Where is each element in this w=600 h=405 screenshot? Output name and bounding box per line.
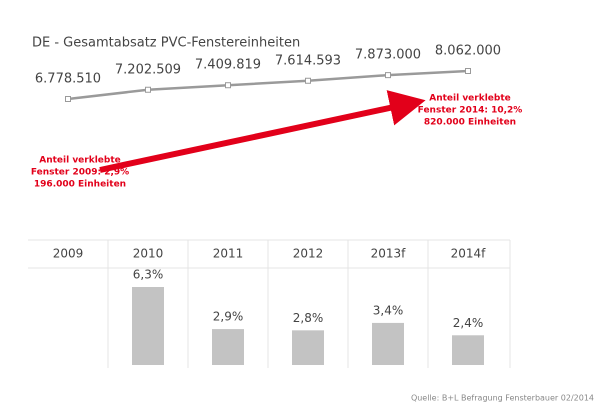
value-label: 7.409.819	[195, 58, 261, 73]
point	[145, 86, 151, 93]
value-label: 3,4%	[373, 303, 404, 317]
annotation: 196.000 Einheiten	[34, 180, 126, 190]
annotation: Fenster 2014: 10,2%	[418, 106, 523, 116]
x-tick-label: 2014f	[451, 247, 487, 261]
annotation: Fenster 2009: 2,9%	[31, 168, 129, 178]
point	[385, 72, 391, 79]
value-label: 6,3%	[133, 268, 164, 282]
x-tick-label: 2011	[213, 247, 244, 261]
chart-title: DE - Gesamtabsatz PVC-Fenstereinheiten	[32, 36, 300, 51]
annotation: Anteil verklebte	[39, 156, 121, 166]
annotation: Anteil verklebte	[429, 94, 511, 104]
bar	[132, 287, 164, 365]
x-tick-label: 2009	[53, 247, 84, 261]
value-label: 6.778.510	[35, 72, 101, 87]
table-lines	[28, 239, 511, 368]
point	[65, 96, 71, 102]
value-label: 2,9%	[213, 310, 244, 324]
x-tick-label: 2013f	[371, 247, 407, 261]
arrow	[99, 90, 426, 173]
x-tick-label: 2010	[133, 247, 164, 261]
value-label: 7.873.000	[355, 48, 421, 63]
value-label: 8.062.000	[435, 44, 501, 59]
line	[67, 69, 469, 101]
bar	[212, 329, 244, 365]
bar	[292, 330, 324, 365]
point	[465, 68, 471, 74]
value-label: 2,4%	[453, 316, 484, 330]
bar	[372, 322, 404, 365]
value-label: 7.202.509	[115, 62, 181, 77]
annotation: 820.000 Einheiten	[424, 118, 516, 128]
source: Quelle: B+L Befragung Fensterbauer 02/20…	[411, 394, 594, 403]
bar	[452, 335, 484, 365]
value-label: 7.614.593	[275, 53, 341, 68]
point	[225, 82, 231, 89]
x-tick-label: 2012	[293, 247, 324, 261]
value-label: 2,8%	[293, 311, 324, 325]
point	[305, 77, 311, 84]
